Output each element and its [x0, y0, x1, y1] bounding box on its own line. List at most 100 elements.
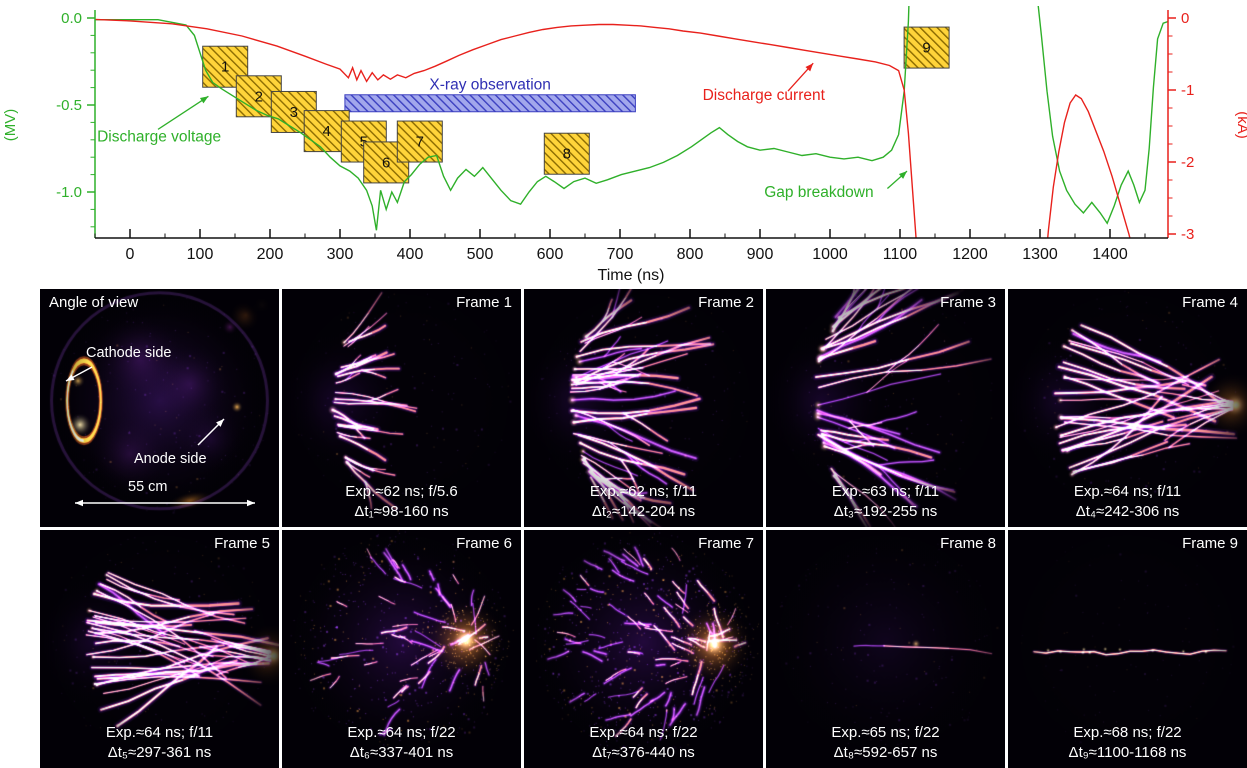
panel-caption: Exp.≈64 ns; f/22 Δt₇≈376-440 ns — [524, 723, 763, 763]
frame-marker-7 — [396, 120, 443, 163]
panel-caption: Exp.≈62 ns; f/11 Δt₂≈142-204 ns — [524, 482, 763, 522]
panel-title-angle-of-view: Angle of view — [49, 294, 139, 311]
x-tick-label: 900 — [747, 246, 774, 263]
frame-marker-label-9: 9 — [922, 40, 930, 57]
exposure-label: Exp.≈65 ns; f/22 — [831, 724, 940, 741]
x-tick-label: 200 — [257, 246, 284, 263]
frame-1-image — [282, 289, 521, 527]
panel-caption: Exp.≈63 ns; f/11 Δt₃≈192-255 ns — [766, 482, 1005, 522]
arrow-head — [898, 171, 907, 179]
delta-t-label: Δt₅≈297-361 ns — [107, 744, 212, 761]
panel-title-frame-7: Frame 7 — [698, 535, 754, 552]
exposure-label: Exp.≈62 ns; f/11 — [589, 483, 698, 500]
note-55-cm: 55 cm — [128, 479, 168, 495]
x-tick-label: 1300 — [1022, 246, 1058, 263]
panel-frame-2: Frame 2 Exp.≈62 ns; f/11 Δt₂≈142-204 ns — [524, 289, 763, 527]
discharge-chart: X-ray observation1234567890.0-0.5-1.0(MV… — [2, 6, 1247, 284]
panel-title-frame-8: Frame 8 — [940, 535, 996, 552]
exposure-label: Exp.≈68 ns; f/22 — [1073, 724, 1182, 741]
x-tick-label: 0 — [126, 246, 135, 263]
panel-frame-8: Frame 8 Exp.≈65 ns; f/22 Δt₈≈592-657 ns — [766, 530, 1005, 768]
exposure-label: Exp.≈64 ns; f/22 — [589, 724, 698, 741]
x-tick-label: 400 — [397, 246, 424, 263]
chart-area: X-ray observation1234567890.0-0.5-1.0(MV… — [0, 0, 1247, 289]
x-tick-label: 100 — [187, 246, 214, 263]
panel-title-frame-5: Frame 5 — [214, 535, 270, 552]
panel-frame-9: Frame 9 Exp.≈68 ns; f/22 Δt₉≈1100-1168 ns — [1008, 530, 1247, 768]
frame-marker-label-7: 7 — [416, 134, 424, 151]
frame-marker-label-1: 1 — [221, 59, 229, 76]
frame-marker-9 — [903, 26, 950, 69]
x-tick-label: 500 — [467, 246, 494, 263]
panel-caption: Exp.≈64 ns; f/22 Δt₆≈337-401 ns — [282, 723, 521, 763]
arrow — [157, 95, 209, 130]
right-tick-label: 0 — [1181, 10, 1189, 27]
frame-6-image — [282, 530, 521, 768]
frame-3-image — [766, 289, 1005, 527]
discharge-voltage-series — [95, 6, 910, 231]
x-tick-label: 1200 — [952, 246, 988, 263]
exposure-label: Exp.≈64 ns; f/22 — [347, 724, 456, 741]
annotation-discharge-current: Discharge current — [703, 87, 826, 104]
delta-t-label: Δt₉≈1100-1168 ns — [1068, 744, 1187, 761]
right-tick-label: -2 — [1181, 154, 1194, 171]
note-anode-side: Anode side — [134, 451, 207, 467]
panel-caption: Exp.≈64 ns; f/11 Δt₅≈297-361 ns — [40, 723, 279, 763]
delta-t-label: Δt₈≈592-657 ns — [833, 744, 938, 761]
panel-title-frame-2: Frame 2 — [698, 294, 754, 311]
panel-title-frame-3: Frame 3 — [940, 294, 996, 311]
xray-observation-label: X-ray observation — [429, 76, 550, 93]
note-cathode-side: Cathode side — [86, 345, 172, 361]
frame-marker-label-3: 3 — [290, 104, 298, 121]
panel-title-frame-6: Frame 6 — [456, 535, 512, 552]
right-tick-label: -1 — [1181, 82, 1194, 99]
right-tick-label: -3 — [1181, 226, 1194, 243]
x-tick-label: 300 — [327, 246, 354, 263]
discharge-current-series — [95, 18, 917, 238]
delta-t-label: Δt₁≈98-160 ns — [354, 503, 449, 520]
annotation-gap-breakdown: Gap breakdown — [764, 184, 873, 201]
xray-observation-bar — [344, 94, 636, 113]
delta-t-label: Δt₆≈337-401 ns — [349, 744, 454, 761]
panel-frame-7: Frame 7 Exp.≈64 ns; f/22 Δt₇≈376-440 ns — [524, 530, 763, 768]
panel-frame-5: Frame 5 Exp.≈64 ns; f/11 Δt₅≈297-361 ns — [40, 530, 279, 768]
exposure-label: Exp.≈64 ns; f/11 — [1073, 483, 1182, 500]
panel-frame-4: Frame 4 Exp.≈64 ns; f/11 Δt₄≈242-306 ns — [1008, 289, 1247, 527]
delta-t-label: Δt₇≈376-440 ns — [592, 744, 695, 761]
frame-7-image — [524, 530, 763, 768]
x-tick-label: 600 — [537, 246, 564, 263]
panel-angle-of-view: Angle of view Cathode side Anode side 55 cm — [40, 289, 279, 527]
x-tick-label: 700 — [607, 246, 634, 263]
frame-marker-8 — [543, 132, 590, 175]
delta-t-label: Δt₄≈242-306 ns — [1075, 503, 1180, 520]
exposure-label: Exp.≈64 ns; f/11 — [105, 724, 214, 741]
delta-t-label: Δt₂≈142-204 ns — [591, 503, 696, 520]
delta-t-label: Δt₃≈192-255 ns — [833, 503, 938, 520]
panel-title-frame-9: Frame 9 — [1182, 535, 1238, 552]
left-axis-title: (MV) — [2, 109, 19, 142]
left-tick-label: 0.0 — [61, 10, 82, 27]
discharge-voltage-series — [1037, 6, 1168, 225]
exposure-label: Exp.≈63 ns; f/11 — [831, 483, 940, 500]
panel-title-frame-4: Frame 4 — [1182, 294, 1238, 311]
frame-marker-label-6: 6 — [382, 154, 390, 171]
x-tick-label: 1400 — [1092, 246, 1128, 263]
x-axis-title: Time (ns) — [598, 267, 665, 284]
x-tick-label: 800 — [677, 246, 704, 263]
exposure-label: Exp.≈62 ns; f/5.6 — [345, 483, 458, 500]
panel-frame-1: Frame 1 Exp.≈62 ns; f/5.6 Δt₁≈98-160 ns — [282, 289, 521, 527]
frame-4-image — [1008, 289, 1247, 527]
left-tick-label: -1.0 — [56, 184, 82, 201]
panel-caption: Exp.≈64 ns; f/11 Δt₄≈242-306 ns — [1008, 482, 1247, 522]
frame-grid: Angle of view Cathode side Anode side 55 cm… — [40, 289, 1247, 768]
arrow-head — [199, 96, 209, 104]
left-tick-label: -0.5 — [56, 97, 82, 114]
frame-marker-label-2: 2 — [255, 88, 263, 105]
arrow-head — [805, 63, 814, 72]
panel-title-frame-1: Frame 1 — [456, 294, 512, 311]
panel-frame-3: Frame 3 Exp.≈63 ns; f/11 Δt₃≈192-255 ns — [766, 289, 1005, 527]
frame-8-image — [766, 530, 1005, 768]
frame-5-image — [40, 530, 279, 768]
frame-marker-label-8: 8 — [563, 146, 571, 163]
